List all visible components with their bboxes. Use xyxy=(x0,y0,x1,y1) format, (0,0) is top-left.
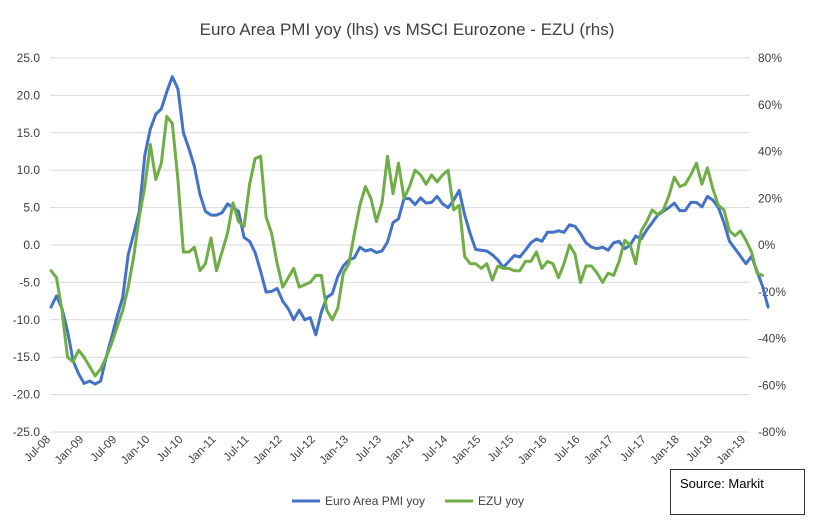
right-axis-tick-label: 40% xyxy=(758,145,782,159)
legend: Euro Area PMI yoy EZU yoy xyxy=(292,494,524,508)
right-axis-tick-label: 80% xyxy=(758,51,782,65)
left-axis-tick-label: 25.0 xyxy=(17,51,41,65)
series-layer xyxy=(49,75,770,386)
x-axis-tick-label: Jan-16 xyxy=(516,434,549,467)
chart-title: Euro Area PMI yoy (lhs) vs MSCI Eurozone… xyxy=(200,20,615,39)
right-axis-tick-label: -80% xyxy=(758,425,786,439)
right-axis-tick-label: -60% xyxy=(758,378,786,392)
x-axis-tick-label: Jul-13 xyxy=(353,434,384,465)
left-axis-tick-label: 0.0 xyxy=(23,238,40,252)
series-line-pmi xyxy=(49,75,770,386)
legend-label: EZU yoy xyxy=(478,494,524,508)
x-axis-tick-label: Jan-17 xyxy=(582,434,615,467)
left-axis-tick-label: -5.0 xyxy=(19,275,40,289)
right-axis: 80%60%40%20%0%-20%-40%-60%-80% xyxy=(758,51,786,439)
legend-label: Euro Area PMI yoy xyxy=(325,494,425,508)
x-axis-tick-label: Jul-14 xyxy=(420,433,451,464)
left-axis-tick-label: -20.0 xyxy=(13,388,41,402)
x-axis-tick-label: Jul-15 xyxy=(486,434,517,465)
x-axis-tick-label: Jan-12 xyxy=(251,434,284,467)
left-axis-tick-label: 20.0 xyxy=(17,88,41,102)
left-axis-tick-label: -10.0 xyxy=(13,313,41,327)
x-axis-tick-label: Jan-18 xyxy=(649,434,682,467)
left-axis: 25.0 20.0 15.0 10.0 5.0 0.0 -5.0 -10.0 -15.0 -20.… xyxy=(13,51,41,439)
left-axis-tick-label: -15.0 xyxy=(13,350,41,364)
left-axis-tick-label: 10.0 xyxy=(17,163,41,177)
x-axis-tick-label: Jul-11 xyxy=(222,434,252,464)
right-axis-tick-label: 0% xyxy=(758,238,776,252)
x-axis-tick-label: Jan-19 xyxy=(715,434,748,467)
right-axis-tick-label: 60% xyxy=(758,98,782,112)
x-axis-tick-label: Jul-17 xyxy=(618,434,649,465)
x-axis-tick-label: Jul-16 xyxy=(552,434,583,465)
x-axis-tick-label: Jan-09 xyxy=(53,434,86,467)
x-axis-tick-label: Jan-10 xyxy=(119,434,152,467)
left-axis-tick-label: -25.0 xyxy=(13,425,41,439)
x-axis-tick-label: Jan-14 xyxy=(384,433,418,467)
x-axis: Jul-08 Jan-09 Jul-09 Jan-10 Jul-10 Jan-11 Jul-… xyxy=(22,433,748,467)
right-axis-tick-label: -40% xyxy=(758,332,786,346)
x-axis-tick-label: Jul-10 xyxy=(155,434,186,465)
x-axis-tick-label: Jan-13 xyxy=(318,434,351,467)
x-axis-tick-label: Jan-11 xyxy=(186,434,219,467)
x-axis-tick-label: Jul-09 xyxy=(89,434,120,465)
right-axis-tick-label: 20% xyxy=(758,191,782,205)
series-line-ezu xyxy=(49,114,764,378)
left-axis-tick-label: 5.0 xyxy=(23,201,40,215)
x-axis-tick-label: Jan-15 xyxy=(450,434,483,467)
source-note: Source: Markit xyxy=(670,469,805,515)
left-axis-tick-label: 15.0 xyxy=(17,126,41,140)
x-axis-tick-label: Jul-12 xyxy=(287,434,318,465)
x-axis-tick-label: Jul-18 xyxy=(684,434,715,465)
